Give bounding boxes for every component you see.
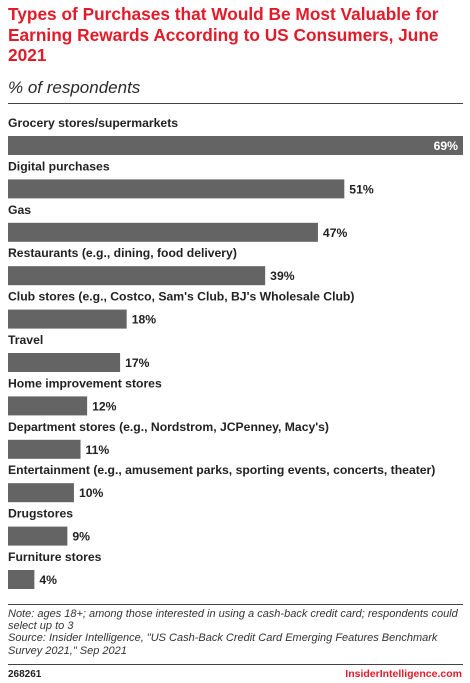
- category-label-digital-purchases: Digital purchases: [8, 159, 110, 173]
- chart-subtitle: % of respondents: [8, 78, 141, 97]
- top-divider: [8, 103, 463, 104]
- bar-drugstores: [8, 526, 68, 546]
- category-label-entertainment-e-g-amusement-parks-sporti: Entertainment (e.g., amusement parks, sp…: [8, 463, 435, 477]
- footnote-divider: [8, 604, 463, 605]
- brand-logo-text: InsiderIntelligence.com: [345, 668, 462, 680]
- category-label-home-improvement-stores: Home improvement stores: [8, 376, 162, 390]
- footnote: Note: ages 18+; among those interested i…: [8, 608, 463, 657]
- footnote-note: Note: ages 18+; among those interested i…: [8, 608, 458, 633]
- value-label-grocery-stores-supermarkets: 69%: [434, 139, 459, 153]
- value-label-digital-purchases: 51%: [349, 182, 374, 196]
- value-label-department-stores-e-g-nordstrom-jcpenney: 11%: [86, 443, 110, 457]
- bar-digital-purchases: [8, 179, 345, 199]
- chart-title: Types of Purchases that Would Be Most Va…: [8, 4, 439, 65]
- value-label-travel: 17%: [125, 356, 150, 370]
- value-label-furniture-stores: 4%: [39, 573, 57, 587]
- bar-department-stores-e-g-nordstrom-jcpenney: [8, 439, 81, 459]
- bar-grocery-stores-supermarkets: [8, 136, 463, 155]
- bar-entertainment-e-g-amusement-parks-sporti: [8, 483, 74, 503]
- value-label-drugstores: 9%: [72, 530, 90, 544]
- value-label-entertainment-e-g-amusement-parks-sporti: 10%: [79, 486, 104, 500]
- category-label-restaurants-e-g-dining-food-delivery: Restaurants (e.g., dining, food delivery…: [8, 246, 237, 260]
- category-label-club-stores-e-g-costco-sam-s-club-bj-s-w: Club stores (e.g., Costco, Sam's Club, B…: [8, 290, 354, 304]
- value-label-club-stores-e-g-costco-sam-s-club-bj-s-w: 18%: [132, 313, 157, 327]
- category-label-furniture-stores: Furniture stores: [8, 550, 102, 564]
- bar-travel: [8, 353, 121, 372]
- value-label-gas: 47%: [323, 226, 348, 240]
- footnote-source: Source: Insider Intelligence, "US Cash-B…: [8, 632, 438, 657]
- bar-furniture-stores: [8, 570, 35, 589]
- category-label-department-stores-e-g-nordstrom-jcpenney: Department stores (e.g., Nordstrom, JCPe…: [8, 420, 329, 434]
- category-label-grocery-stores-supermarkets: Grocery stores/supermarkets: [8, 116, 178, 130]
- category-label-travel: Travel: [8, 333, 43, 347]
- bar-gas: [8, 222, 318, 242]
- category-label-drugstores: Drugstores: [8, 507, 73, 521]
- bar-club-stores-e-g-costco-sam-s-club-bj-s-w: [8, 309, 127, 329]
- bar-chart: Grocery stores/supermarkets 69% Digital pu…: [8, 116, 463, 589]
- chart-id: 268261: [8, 669, 42, 680]
- value-label-home-improvement-stores: 12%: [92, 399, 117, 413]
- category-label-gas: Gas: [8, 203, 31, 217]
- bar-restaurants-e-g-dining-food-delivery: [8, 266, 266, 286]
- bar-home-improvement-stores: [8, 396, 88, 416]
- value-label-restaurants-e-g-dining-food-delivery: 39%: [270, 269, 295, 283]
- footer-divider: [8, 664, 463, 665]
